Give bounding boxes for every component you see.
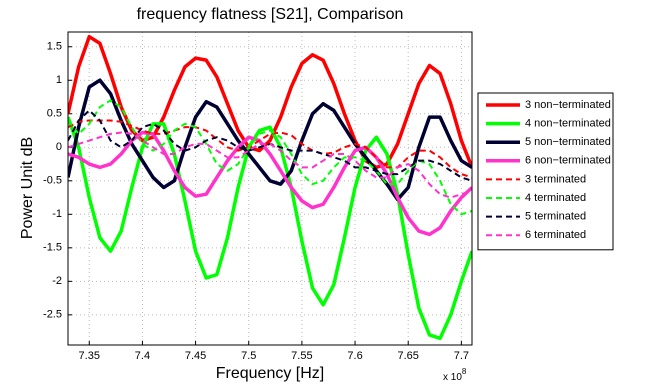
y-tick-label: -1.5 bbox=[43, 242, 62, 254]
legend-label: 4 terminated bbox=[525, 192, 586, 204]
y-tick-label: -2.5 bbox=[43, 309, 62, 321]
legend-label: 6 non−terminated bbox=[525, 155, 611, 167]
plot-area bbox=[68, 32, 472, 345]
y-tick-label: 1.5 bbox=[47, 41, 62, 53]
data-line bbox=[68, 119, 472, 179]
y-tick-label: -0.5 bbox=[43, 175, 62, 187]
x-tick-label: 7.7 bbox=[454, 350, 469, 362]
y-axis-label: Power Unit dB bbox=[19, 137, 36, 239]
y-tick-label: 1 bbox=[56, 74, 62, 86]
x-multiplier-base: x 10 bbox=[443, 372, 462, 383]
legend-label: 6 terminated bbox=[525, 229, 586, 241]
data-line bbox=[68, 130, 472, 237]
y-tick-label: -2 bbox=[52, 275, 62, 287]
legend-label: 5 non−terminated bbox=[525, 136, 611, 148]
x-tick-label: 7.4 bbox=[135, 350, 150, 362]
data-line bbox=[68, 131, 472, 199]
data-line bbox=[68, 116, 472, 341]
x-tick-label: 7.55 bbox=[291, 350, 312, 362]
x-tick-label: 7.65 bbox=[397, 350, 418, 362]
x-tick-label: 7.6 bbox=[347, 350, 362, 362]
data-line bbox=[68, 78, 472, 202]
y-tick-label: 0.5 bbox=[47, 108, 62, 120]
y-tick-label: -1 bbox=[52, 208, 62, 220]
legend-label: 4 non−terminated bbox=[525, 118, 611, 130]
plot-frame bbox=[67, 31, 473, 346]
data-line bbox=[68, 99, 472, 216]
x-axis-label: Frequency [Hz] bbox=[216, 365, 324, 382]
legend-label: 3 non−terminated bbox=[525, 99, 611, 111]
y-tick-label: 0 bbox=[56, 141, 62, 153]
x-tick-label: 7.5 bbox=[241, 350, 256, 362]
legend-label: 5 terminated bbox=[525, 211, 586, 223]
x-multiplier: x 108 bbox=[443, 367, 467, 383]
x-multiplier-exponent: 8 bbox=[462, 367, 467, 376]
data-line bbox=[68, 34, 472, 170]
x-tick-label: 7.45 bbox=[185, 350, 206, 362]
chart-title: frequency flatness [S21], Comparison bbox=[137, 6, 404, 23]
x-tick-label: 7.35 bbox=[79, 350, 100, 362]
legend-box bbox=[477, 92, 614, 251]
legend-label: 3 terminated bbox=[525, 173, 586, 185]
